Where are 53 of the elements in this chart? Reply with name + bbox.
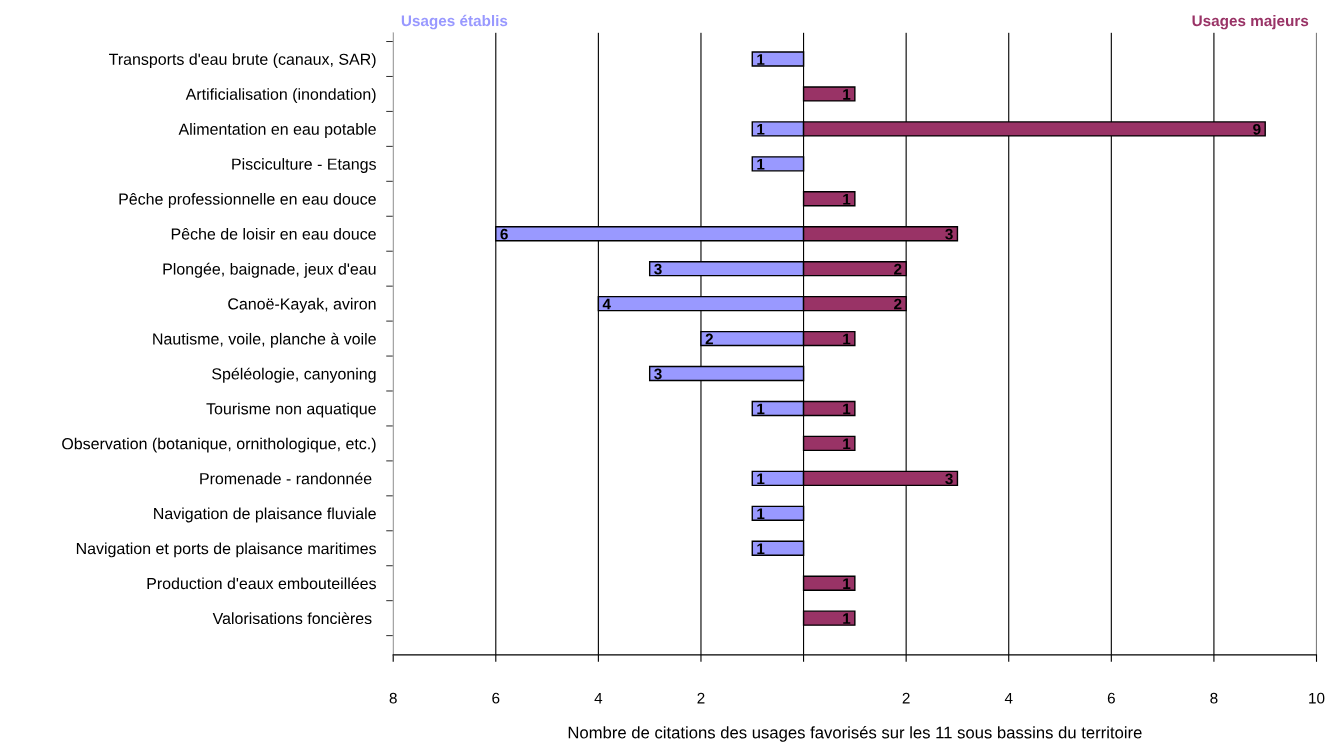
y-tick-label: Pêche professionnelle en eau douce	[119, 192, 376, 208]
data-label: 1	[757, 543, 765, 554]
x-tick-label: 4	[1004, 692, 1013, 704]
y-tick-label: Alimentation en eau potable	[178, 123, 376, 138]
data-label: 1	[843, 333, 851, 345]
x-tick-label: 4	[594, 692, 603, 704]
x-tick-label: 2	[902, 692, 910, 704]
data-label: 3	[945, 473, 953, 485]
data-label: 1	[757, 124, 765, 135]
y-tick-label: Spéléologie, canyoning	[212, 367, 376, 383]
y-tick-label: Observation (botanique, ornithologique, etc.)	[62, 437, 376, 453]
text: Usages établis	[401, 14, 508, 30]
x-tick-label: 8	[389, 692, 397, 704]
x-tick-label: 8	[1210, 692, 1218, 704]
x-tick-label: 10	[1309, 692, 1325, 704]
data-label: 9	[1253, 123, 1261, 135]
data-label: 4	[602, 298, 611, 310]
x-tick-label: 2	[697, 692, 705, 704]
data-label: 3	[654, 263, 662, 275]
y-tick-label: Pêche de loisir en eau douce	[171, 227, 376, 240]
data-label: 1	[757, 508, 765, 520]
y-tick-label: Navigation de plaisance fluviale	[154, 507, 376, 523]
data-label: 1	[843, 438, 851, 450]
data-label: 1	[757, 473, 765, 485]
data-label: 1	[757, 54, 765, 65]
y-tick-label: Artificialisation (inondation)	[185, 88, 376, 104]
x-axis-title: Nombre de citations des usages favorisés sur les 11 sous bassins du territoire	[568, 726, 1142, 742]
y-tick-label: Plongée, baignade, jeux d'eau	[163, 262, 376, 278]
x-tick-label: 6	[1107, 692, 1115, 704]
data-label: 6	[500, 228, 508, 240]
y-tick-label: Promenade - randonnée	[200, 472, 372, 485]
data-label: 1	[843, 403, 851, 415]
data-label: 1	[757, 403, 765, 415]
data-label: 3	[654, 368, 662, 380]
data-label: 1	[843, 193, 851, 205]
y-tick-label: Production d'eaux embouteillées	[147, 577, 376, 590]
y-tick-label: Navigation et ports de plaisance maritimes	[76, 542, 376, 558]
text: Usages majeurs	[1192, 14, 1309, 30]
y-tick-label: Canoë-Kayak, aviron	[228, 297, 376, 313]
data-label: 1	[843, 578, 851, 589]
y-tick-label: Pisciculture - Etangs	[232, 158, 376, 173]
data-label: 1	[757, 159, 765, 170]
y-tick-label: Valorisations foncières	[212, 612, 372, 625]
x-tick-label: 6	[492, 692, 500, 704]
y-tick-label: Transports d'eau brute (canaux, SAR)	[109, 53, 376, 69]
data-label: 2	[705, 333, 713, 345]
data-label: 3	[945, 228, 953, 240]
data-label: 1	[843, 613, 851, 624]
data-label: 2	[894, 263, 902, 275]
y-tick-label: Nautisme, voile, planche à voile	[153, 332, 376, 348]
y-tick-label: Tourisme non aquatique	[206, 402, 376, 418]
data-label: 1	[843, 89, 851, 100]
data-label: 2	[894, 298, 902, 310]
